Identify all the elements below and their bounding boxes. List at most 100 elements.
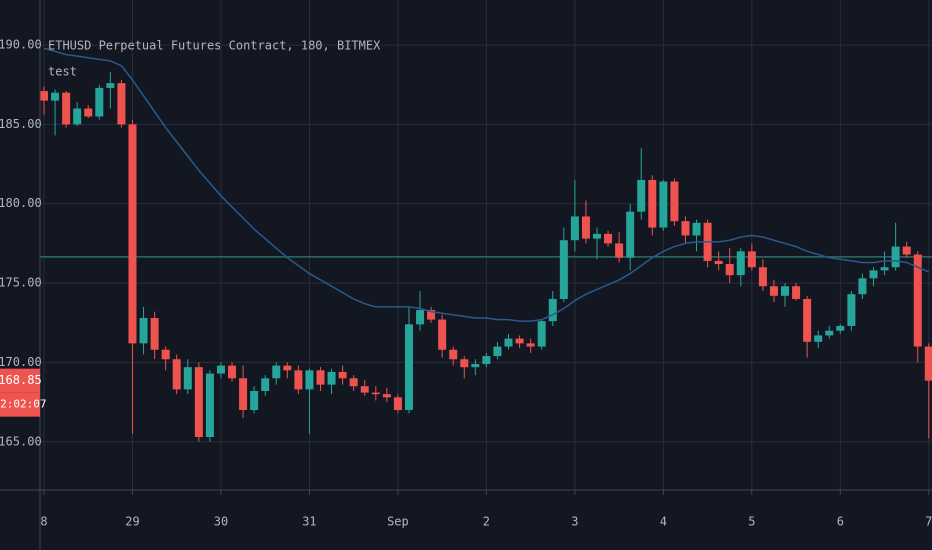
candle-body bbox=[427, 310, 436, 320]
candle-body bbox=[880, 267, 889, 271]
y-tick-label: 185.00 bbox=[0, 117, 42, 131]
candle-body bbox=[161, 349, 170, 360]
candle-body bbox=[781, 286, 790, 296]
candle-body bbox=[482, 356, 491, 365]
x-tick-label: 5 bbox=[748, 515, 755, 529]
countdown-tag bbox=[0, 392, 40, 417]
candle-body bbox=[747, 251, 756, 268]
candle-body bbox=[95, 87, 104, 117]
candle-body bbox=[593, 233, 601, 239]
candle-body bbox=[659, 181, 668, 228]
x-tick-label: 30 bbox=[214, 515, 228, 529]
candle-body bbox=[902, 246, 911, 255]
candle-body bbox=[559, 240, 568, 299]
x-tick-label: 29 bbox=[125, 515, 139, 529]
candle-body bbox=[316, 370, 325, 385]
candle-body bbox=[792, 286, 801, 299]
candle-body bbox=[758, 267, 767, 287]
candle-body bbox=[416, 310, 425, 325]
candle-body bbox=[239, 378, 248, 411]
candle-body bbox=[117, 83, 126, 125]
candle-body bbox=[172, 359, 181, 390]
y-tick-label: 165.00 bbox=[0, 434, 42, 448]
x-tick-label: 6 bbox=[837, 515, 844, 529]
candle-body bbox=[725, 264, 734, 276]
candle-body bbox=[847, 294, 856, 326]
candle-body bbox=[294, 370, 303, 390]
candle-body bbox=[84, 108, 93, 117]
candle-body bbox=[604, 233, 613, 244]
candle-body bbox=[814, 335, 823, 342]
candle-body bbox=[836, 325, 845, 331]
candle-body bbox=[714, 260, 723, 265]
x-tick-label: 31 bbox=[302, 515, 316, 529]
candle-body bbox=[858, 278, 867, 295]
x-tick-label: 3 bbox=[571, 515, 578, 529]
candle-body bbox=[360, 386, 369, 393]
candle-body bbox=[382, 394, 391, 398]
candle-body bbox=[637, 179, 646, 212]
candle-body bbox=[349, 378, 358, 387]
candle-body bbox=[736, 251, 745, 276]
candle-body bbox=[769, 286, 778, 296]
candle-body bbox=[615, 243, 624, 258]
candle-body bbox=[438, 319, 447, 350]
candle-body bbox=[449, 349, 458, 360]
candle-body bbox=[40, 91, 48, 101]
candle-body bbox=[648, 179, 657, 228]
candle-body bbox=[393, 397, 402, 411]
candle-body bbox=[548, 298, 557, 322]
x-tick-label: 4 bbox=[660, 515, 667, 529]
candle-body bbox=[194, 367, 203, 438]
candle-body bbox=[216, 365, 225, 374]
y-tick-label: 180.00 bbox=[0, 196, 42, 210]
candle-body bbox=[139, 317, 148, 344]
candle-body bbox=[681, 221, 690, 236]
indicator-line bbox=[43, 47, 930, 322]
countdown-label: 02:02:07 bbox=[0, 398, 46, 411]
candle-body bbox=[913, 254, 922, 347]
candle-body bbox=[228, 365, 237, 379]
y-tick-label: 175.00 bbox=[0, 276, 42, 290]
candle-body bbox=[327, 371, 336, 385]
candle-body bbox=[670, 181, 679, 222]
x-tick-label: Sep bbox=[387, 515, 409, 529]
candle-body bbox=[803, 298, 812, 342]
candle-body bbox=[924, 346, 932, 381]
x-tick-label: 7 bbox=[925, 515, 932, 529]
chart-title: ETHUSD Perpetual Futures Contract, 180, … bbox=[48, 39, 381, 53]
candle-body bbox=[891, 246, 900, 268]
candle-body bbox=[250, 390, 259, 411]
candle-body bbox=[261, 378, 270, 391]
candle-body bbox=[570, 216, 579, 241]
candle-body bbox=[460, 359, 469, 368]
candle-body bbox=[283, 365, 292, 371]
candle-body bbox=[869, 270, 878, 279]
candle-body bbox=[471, 364, 480, 368]
candle-body bbox=[205, 373, 214, 438]
candle-body bbox=[626, 211, 635, 258]
candle-body bbox=[338, 371, 347, 379]
y-tick-label: 170.00 bbox=[0, 355, 42, 369]
candle-body bbox=[272, 365, 281, 379]
candle-body bbox=[504, 338, 513, 347]
candle-body bbox=[581, 216, 590, 239]
y-tick-label: 190.00 bbox=[0, 38, 42, 52]
candle-body bbox=[128, 124, 137, 344]
candle-body bbox=[106, 83, 115, 88]
indicator-legend: test bbox=[48, 65, 77, 79]
candle-body bbox=[526, 343, 535, 347]
candle-body bbox=[150, 317, 159, 350]
candle-body bbox=[51, 92, 60, 101]
candle-body bbox=[404, 324, 413, 411]
candle-body bbox=[62, 92, 71, 125]
x-tick-label: 2 bbox=[483, 515, 490, 529]
candle-body bbox=[825, 330, 834, 336]
x-tick-label: 8 bbox=[40, 515, 47, 529]
candle-body bbox=[515, 338, 524, 344]
price-tag bbox=[0, 368, 40, 393]
price-tag-label: 168.85 bbox=[0, 373, 42, 387]
candle-body bbox=[371, 392, 380, 395]
candle-body bbox=[692, 222, 701, 236]
